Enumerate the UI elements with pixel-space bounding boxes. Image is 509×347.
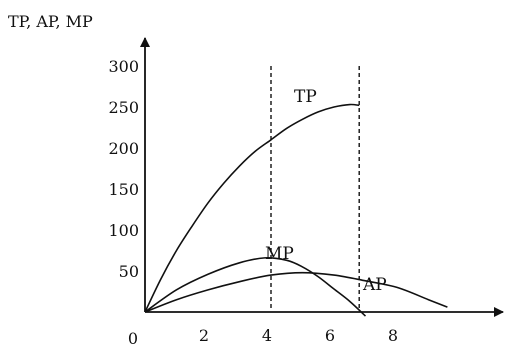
y-tick-label: 50: [119, 262, 139, 281]
y-tick-label: 100: [108, 221, 139, 240]
x-tick-label: 2: [199, 326, 209, 345]
series-ap-label: AP: [362, 275, 387, 295]
x-tick-label: 8: [388, 326, 398, 345]
x-tick-label: 0: [128, 329, 138, 347]
y-tick-label: 250: [108, 98, 139, 117]
y-tick-label: 150: [108, 180, 139, 199]
x-tick-label: 6: [325, 326, 335, 345]
x-tick-label: 4: [262, 326, 272, 345]
y-tick-label: 200: [108, 139, 139, 158]
series-tp-line: [144, 103, 360, 313]
series-ap-line: [144, 271, 448, 313]
y-tick-label: 300: [108, 57, 139, 76]
series-tp-label: TP: [294, 87, 317, 107]
series-mp-line: [144, 257, 367, 317]
y-axis-title: TP, AP, MP: [8, 12, 93, 31]
series-mp-label: MP: [265, 244, 294, 264]
